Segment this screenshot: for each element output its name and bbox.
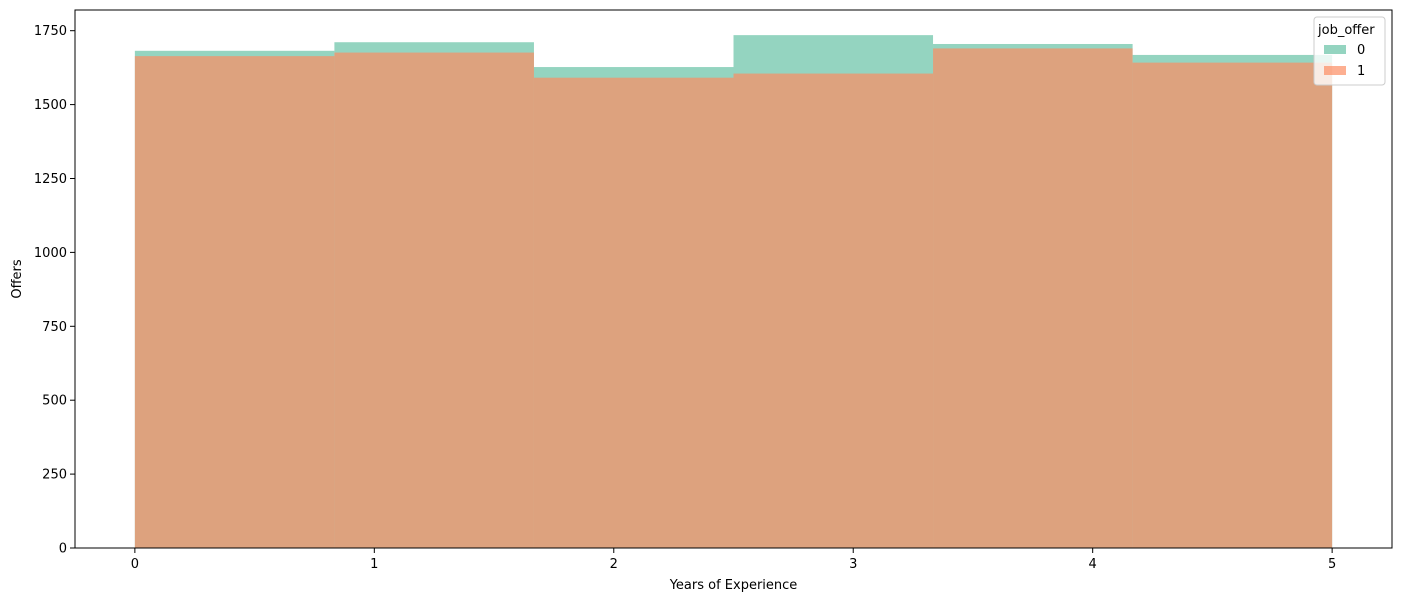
bar-series-1-bin-1: [334, 52, 534, 549]
x-axis-label: Years of Experience: [669, 578, 798, 593]
y-tick-label-7: 1750: [34, 24, 67, 39]
x-tick-label-3: 3: [849, 557, 857, 572]
bars-layer: [134, 35, 1333, 549]
x-tick-label-0: 0: [131, 557, 139, 572]
y-tick-label-5: 1250: [34, 172, 67, 187]
bar-series-1-bin-0: [134, 56, 335, 548]
bar-series-1-bin-5: [1132, 62, 1333, 548]
plot-frame: [74, 9, 1393, 549]
legend-label-1: 1: [1357, 64, 1365, 79]
legend-label-0: 0: [1357, 43, 1365, 58]
y-tick-label-6: 1500: [34, 98, 67, 113]
x-axis: 0 1 2 3 4 5: [131, 548, 1336, 572]
legend-swatch-1: [1324, 66, 1346, 75]
legend-title: job_offer: [1317, 23, 1375, 38]
x-tick-label-5: 5: [1328, 557, 1336, 572]
y-tick-label-2: 500: [42, 394, 67, 409]
y-tick-label-3: 750: [42, 320, 67, 335]
bar-series-1-bin-4: [933, 48, 1133, 549]
x-tick-label-2: 2: [610, 557, 618, 572]
bar-series-1-bin-3: [733, 73, 934, 549]
y-axis: 0 250 500 750 1000 1250 1500 1750: [34, 24, 75, 557]
x-tick-label-4: 4: [1089, 557, 1097, 572]
x-tick-label-1: 1: [370, 557, 378, 572]
legend: job_offer 0 1: [1313, 16, 1386, 86]
y-axis-label: Offers: [10, 259, 25, 299]
y-tick-label-4: 1000: [34, 246, 67, 261]
y-tick-label-1: 250: [42, 468, 67, 483]
y-tick-label-0: 0: [59, 542, 67, 557]
bar-series-1-bin-2: [533, 77, 734, 548]
legend-swatch-0: [1324, 45, 1346, 54]
